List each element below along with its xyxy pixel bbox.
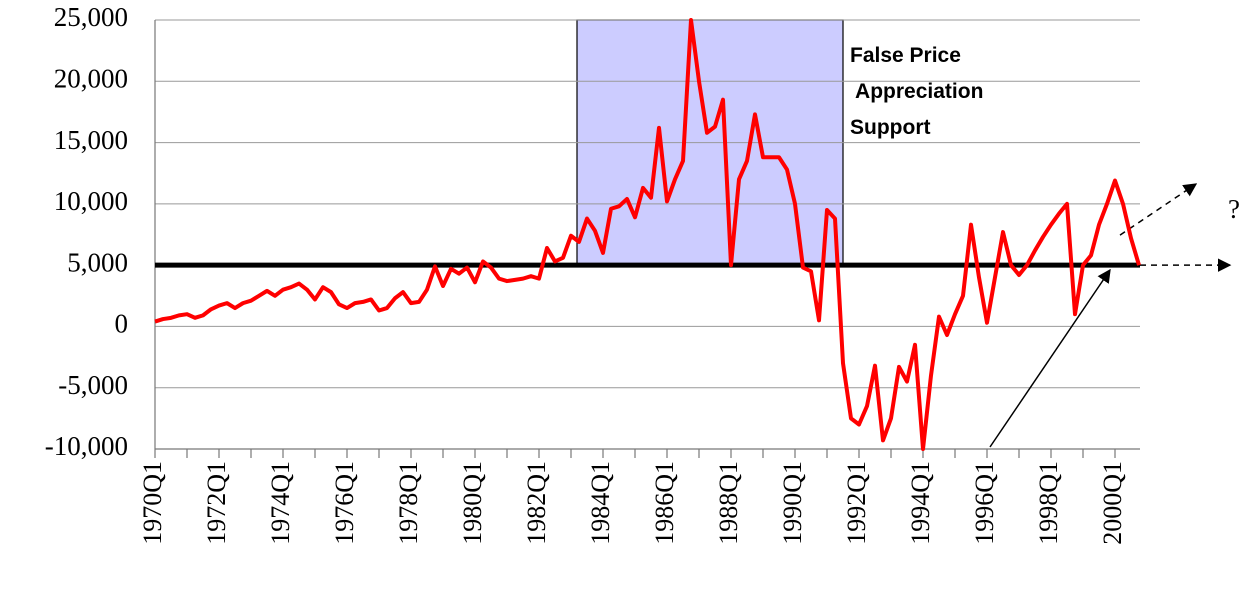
x-tick-label: 1974Q1 — [266, 461, 295, 545]
x-tick-label: 1982Q1 — [522, 461, 551, 545]
x-tick-label: 1986Q1 — [650, 461, 679, 545]
x-tick-label: 1998Q1 — [1034, 461, 1063, 545]
y-tick-label: 0 — [115, 309, 129, 339]
x-tick-label: 1988Q1 — [714, 461, 743, 545]
x-tick-label: 1970Q1 — [138, 461, 167, 545]
annotation: Support — [850, 116, 930, 139]
annotation: Appreciation — [850, 80, 983, 103]
question-mark: ? — [1228, 194, 1240, 224]
x-tick-label: 1978Q1 — [394, 461, 423, 545]
annotation: False Price — [850, 44, 961, 67]
y-tick-label: -5,000 — [58, 370, 128, 400]
data-line — [154, 18, 1141, 451]
y-tick-label: -10,000 — [45, 431, 128, 461]
x-tick-label: 1996Q1 — [970, 461, 999, 545]
x-tick-label: 2000Q1 — [1098, 461, 1127, 545]
y-tick-label: 20,000 — [54, 63, 128, 93]
y-tick-label: 15,000 — [54, 125, 128, 155]
foreground-layer: -10,000 -5,000 0 5,000 10,000 15,000 20,000 25,… — [45, 2, 1240, 545]
y-tick-label: 5,000 — [67, 247, 128, 277]
arrow-pointer — [989, 268, 1111, 448]
x-tick-label: 1972Q1 — [202, 461, 231, 545]
y-tick-label: 25,000 — [54, 2, 128, 32]
x-tick-label: 1980Q1 — [458, 461, 487, 545]
x-tick-label: 1992Q1 — [842, 461, 871, 545]
x-tick-label: 1976Q1 — [330, 461, 359, 545]
x-tick-label: 1990Q1 — [778, 461, 807, 545]
x-tick-label: 1994Q1 — [906, 461, 935, 545]
arrow-up — [1119, 183, 1198, 236]
x-tick-label: 1984Q1 — [586, 461, 615, 545]
background-layer — [155, 19, 1140, 450]
y-tick-label: 10,000 — [54, 186, 128, 216]
